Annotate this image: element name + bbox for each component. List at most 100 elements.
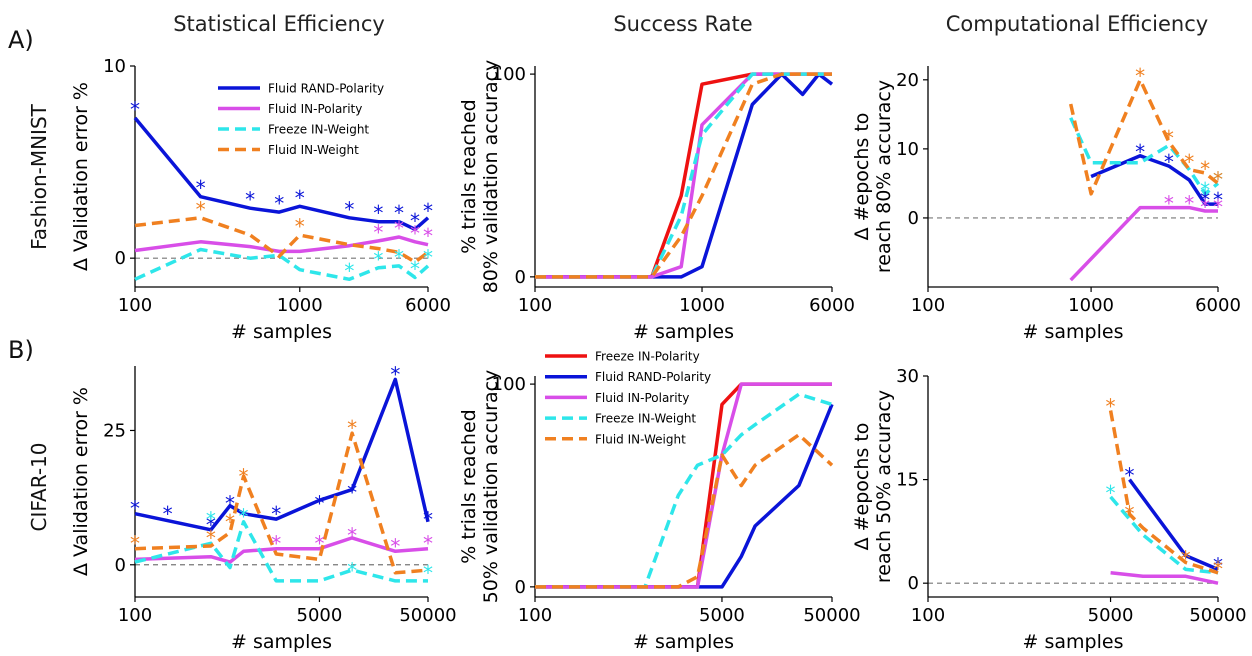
y-tick-label: 100 <box>492 64 526 85</box>
legend-entry-label: Fluid IN-Polarity <box>268 102 362 116</box>
significance-star: * <box>1200 188 1210 212</box>
significance-star: * <box>423 507 433 531</box>
legend: Freeze IN-Polarity Fluid RAND-Polarity Flu… <box>545 350 711 446</box>
significance-star: * <box>295 215 305 239</box>
significance-star: * <box>423 245 433 269</box>
significance-star: * <box>394 217 404 241</box>
significance-star: * <box>1213 168 1223 192</box>
row-label-fashion-mnist: Fashion-MNIST <box>27 103 51 250</box>
panel-label-b: B) <box>8 336 34 364</box>
x-axis-label: # samples <box>231 321 332 343</box>
significance-star: * <box>239 464 249 488</box>
significance-star: * <box>1184 150 1194 174</box>
x-tick-label: 5000 <box>699 605 745 626</box>
series-line-fluid-rand-polarity <box>535 72 834 279</box>
y-tick-label: 25 <box>103 420 126 441</box>
column-title-computational-efficiency: Computational Efficiency <box>946 12 1208 36</box>
significance-star: * <box>344 259 354 283</box>
series-line-freeze-in-weight <box>1069 117 1220 196</box>
y-tick-label: 15 <box>896 470 919 491</box>
y-axis-label-line-1: % trials reached <box>458 99 480 253</box>
series-line-freeze-in-weight <box>1109 495 1219 575</box>
series-line-fluid-in-weight <box>535 72 832 279</box>
significance-star: * <box>1164 192 1174 216</box>
series-line-fluid-in-polarity <box>1069 205 1218 282</box>
significance-star: * <box>1200 195 1210 219</box>
significance-star: * <box>1164 126 1174 150</box>
y-axis-label-line-1: Δ #epochs to <box>851 113 873 241</box>
y-tick-label: 0 <box>515 577 526 598</box>
legend-entry-label: Fluid RAND-Polarity <box>268 82 384 96</box>
series-line-fluid-rand-polarity <box>134 377 430 532</box>
x-tick-label: 100 <box>911 605 945 626</box>
series-line-fluid-rand-polarity <box>1128 478 1219 572</box>
significance-star: * <box>1135 64 1145 88</box>
y-axis-label-line-2: reach 50% accuracy <box>873 390 895 583</box>
significance-star: * <box>206 526 216 550</box>
significance-star: * <box>1124 502 1134 526</box>
x-tick-label: 100 <box>518 605 552 626</box>
x-tick-label: 50000 <box>399 605 456 626</box>
y-tick-label: 30 <box>896 366 919 387</box>
x-tick-label: 1000 <box>1068 295 1114 316</box>
series-line-fluid-in-polarity <box>134 235 429 254</box>
y-tick-label: 0 <box>908 208 919 229</box>
significance-star: * <box>1184 192 1194 216</box>
significance-star: * <box>373 220 383 244</box>
significance-star: * <box>394 245 404 269</box>
significance-star: * <box>347 524 357 548</box>
y-axis-label-line-2: reach 80% accuracy <box>873 80 895 273</box>
series-line-fluid-in-weight <box>1068 78 1220 196</box>
x-tick-label: 5000 <box>297 605 343 626</box>
x-tick-label: 100 <box>518 295 552 316</box>
chart-fm-comp: 100 1000 6000 0 10 20 # samples Δ #epochs torea… <box>851 64 1241 343</box>
x-tick-label: 6000 <box>809 295 855 316</box>
significance-star: * <box>271 502 281 526</box>
significance-star: * <box>130 532 140 556</box>
significance-star: * <box>206 513 216 537</box>
significance-star: * <box>1213 168 1223 192</box>
significance-star: * <box>423 199 433 223</box>
series-line-fluid-in-polarity <box>1110 571 1219 585</box>
series-line-fluid-rand-polarity <box>133 116 430 232</box>
y-axis-label: % trials reached80% validation accuracy <box>458 60 502 294</box>
significance-star: * <box>196 176 206 200</box>
y-tick-label: 20 <box>896 70 919 91</box>
y-axis-label-line-2: 80% validation accuracy <box>480 60 502 294</box>
x-axis-label: # samples <box>1023 321 1124 343</box>
series-line-freeze-in-weight <box>535 392 833 589</box>
legend: Fluid RAND-Polarity Fluid IN-Polarity Free… <box>218 82 384 157</box>
significance-star: * <box>1213 188 1223 212</box>
chart-cf-stat: 100 5000 50000 0 25 # samples Δ Validation err… <box>70 362 457 653</box>
x-tick-label: 50000 <box>1189 605 1246 626</box>
significance-star: * <box>347 416 357 440</box>
legend-entry-label: Fluid IN-Polarity <box>595 391 689 405</box>
series-line-fluid-in-polarity <box>134 536 429 564</box>
significance-star: * <box>274 192 284 216</box>
significance-star: * <box>271 532 281 556</box>
x-axis-label: # samples <box>231 631 332 653</box>
significance-star: * <box>206 507 216 531</box>
series-line-fluid-rand-polarity <box>1090 154 1218 206</box>
y-axis-label: Δ Validation error % <box>70 387 92 576</box>
significance-star: * <box>295 186 305 210</box>
significance-star: * <box>1124 464 1134 488</box>
chart-fm-succ: 100 1000 6000 0 100 # samples % trials reached… <box>458 60 855 343</box>
column-title-success-rate: Success Rate <box>613 12 752 36</box>
chart-cf-comp: 100 5000 50000 0 15 30 # samples Δ #epochs tore… <box>851 366 1247 653</box>
y-tick-label: 0 <box>115 248 126 269</box>
significance-star: * <box>314 532 324 556</box>
significance-star: * <box>314 491 324 515</box>
significance-star: * <box>1135 140 1145 164</box>
significance-star: * <box>423 224 433 248</box>
y-tick-label: 10 <box>103 56 126 77</box>
significance-star: * <box>1213 553 1223 577</box>
significance-star: * <box>423 561 433 585</box>
x-tick-label: 1000 <box>679 295 725 316</box>
significance-star: * <box>163 502 173 526</box>
y-axis-label-line-2: 50% validation accuracy <box>480 370 502 604</box>
y-axis-label: Δ Validation error % <box>70 82 92 271</box>
significance-star: * <box>423 532 433 556</box>
